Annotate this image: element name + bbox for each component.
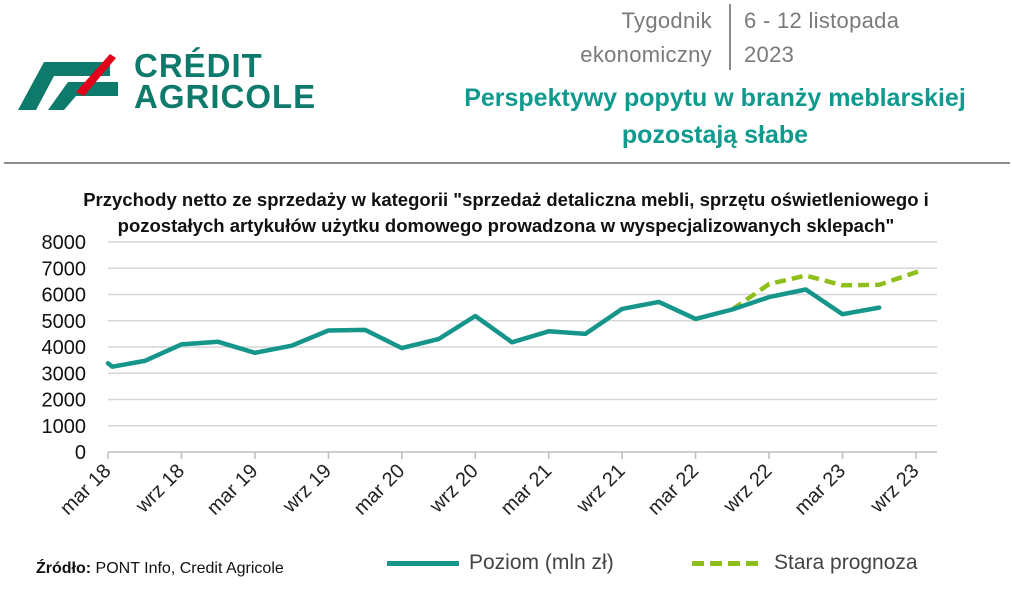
x-tick-label: wrz 21 [572,460,630,518]
header-separator [729,4,731,70]
y-tick-label-5000: 5000 [42,311,87,333]
legend-label-old-forecast: Stara prognoza [774,551,918,574]
x-tick-label: mar 23 [790,460,850,520]
brand-line-2: AGRICOLE [134,78,317,115]
brand-line-1: CRÉDIT [134,47,263,84]
y-tick-label-6000: 6000 [42,285,87,307]
x-tick-label: mar 22 [644,460,704,520]
x-tick-label: wrz 18 [131,460,189,518]
x-tick-label: wrz 23 [866,460,924,518]
chart-gridlines [108,241,937,427]
publication-date-line-1: 6 - 12 listopada [744,8,900,33]
legend-item-old-forecast: Stara prognoza [692,548,918,578]
x-tick-label: mar 18 [56,460,116,520]
chart-title-line-1: Przychody netto ze sprzedaży w kategorii… [83,189,929,210]
legend-swatch-dashed [692,560,764,566]
y-tick-label-8000: 8000 [42,232,87,254]
headline-line-2: pozostają słabe [621,121,809,149]
source-text: PONT Info, Credit Agricole [91,560,284,577]
headline-line-1: Perspektywy popytu w branży meblarskiej [464,84,966,112]
x-tick-label: mar 20 [350,460,410,520]
credit-agricole-emblem-icon [18,54,118,110]
credit-agricole-logo: CRÉDIT AGRICOLE [14,47,384,116]
y-tick-label-3000: 3000 [42,363,87,385]
legend-label-level: Poziom (mln zł) [469,551,614,574]
y-tick-label-2000: 2000 [42,390,87,412]
series-line-old-forecast [731,267,925,312]
y-tick-label-4000: 4000 [42,337,87,359]
y-tick-label-7000: 7000 [42,258,87,280]
publication-date-line-2: 2023 [744,42,795,67]
y-tick-label-0: 0 [75,442,86,464]
chart-series [105,267,925,369]
chart-title: Przychody netto ze sprzedaży w kategorii… [0,187,1012,239]
x-tick-label: wrz 19 [278,460,336,518]
chart-x-axis: mar 18 wrz 18 mar 19 wrz 19 mar 20 wrz 20 mar … [56,451,937,520]
header-divider [4,162,1010,164]
x-tick-label: wrz 20 [425,460,483,518]
page-headline: Perspektywy popytu w branży meblarskiej … [420,80,1010,154]
x-tick-label: mar 19 [203,460,263,520]
y-tick-label-1000: 1000 [42,416,87,438]
chart-title-line-2: pozostałych artykułów użytku domowego pr… [117,215,895,236]
publication-type-line-2: ekonomiczny [580,42,712,67]
publication-type-line-1: Tygodnik [621,8,712,33]
legend-swatch-solid [387,560,459,566]
series-line-level [105,287,882,369]
publication-date: 6 - 12 listopada 2023 [744,4,974,72]
legend-item-level: Poziom (mln zł) [387,548,614,578]
source-note: Źródło: PONT Info, Credit Agricole [36,560,284,578]
publication-type: Tygodnik ekonomiczny [540,4,712,72]
x-tick-label: wrz 22 [719,460,777,518]
chart-y-axis: 0 1000 2000 3000 4000 5000 6000 7000 8000 [42,232,87,464]
x-tick-label: mar 21 [497,460,557,520]
source-label: Źródło: [36,560,92,577]
